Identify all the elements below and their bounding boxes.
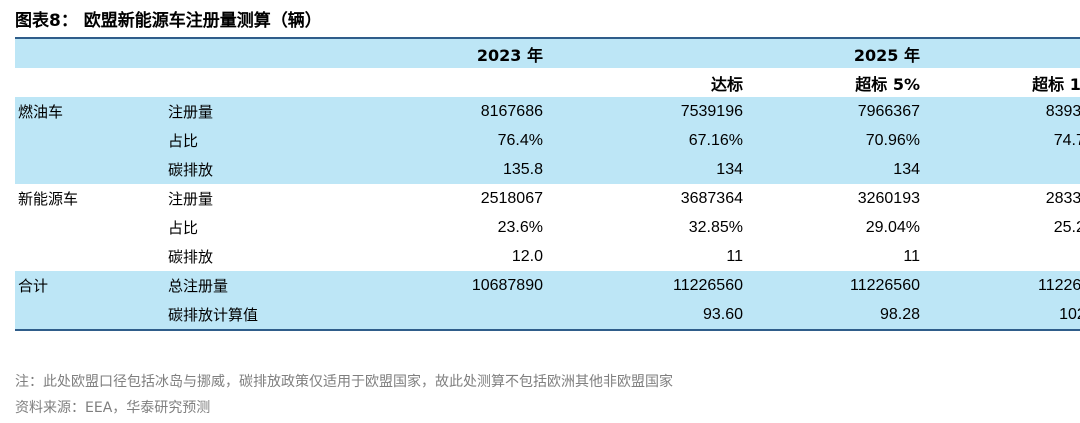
cell-value: 67.16%	[545, 126, 745, 155]
cell-value: 70.96%	[745, 126, 922, 155]
cell-value: 134	[745, 155, 922, 184]
table-row: 碳排放计算值 93.60 98.28 102.96	[15, 300, 1080, 331]
table-title: 图表8： 欧盟新能源车注册量测算（辆）	[15, 11, 322, 31]
cell-value: 76.4%	[380, 126, 545, 155]
cell-value: 93.60	[545, 300, 745, 331]
cell-value: 134	[922, 155, 1080, 184]
cell-value: 3260193	[745, 184, 922, 213]
title-divider	[15, 37, 1080, 39]
header-row-scenarios: 达标 超标 5% 超标 10%	[15, 68, 1080, 97]
table-row: 占比 76.4% 67.16% 70.96% 74.77%	[15, 126, 1080, 155]
source-note: 资料来源：EEA，华泰研究预测	[15, 400, 211, 416]
header-empty-cell	[165, 39, 380, 68]
header-row-years: 2023 年 2025 年	[15, 39, 1080, 68]
table-note: 注：此处欧盟口径包括冰岛与挪威，碳排放政策仅适用于欧盟国家，故此处测算不包括欧洲…	[15, 374, 673, 390]
cell-value: 11226560	[545, 271, 745, 300]
cell-value: 11226560	[922, 271, 1080, 300]
cell-value: 3687364	[545, 184, 745, 213]
cell-value	[380, 300, 545, 331]
metric-label: 注册量	[165, 184, 380, 213]
cell-value: 11	[745, 242, 922, 271]
registration-table: 2023 年 2025 年 达标 超标 5% 超标 10% 燃油车 注册量 81…	[15, 39, 1080, 331]
header-2025: 2025 年	[745, 39, 922, 68]
metric-label: 碳排放	[165, 242, 380, 271]
header-over-10: 超标 10%	[922, 68, 1080, 97]
cell-value: 74.77%	[922, 126, 1080, 155]
table-row: 碳排放 135.8 134 134 134	[15, 155, 1080, 184]
header-empty-cell	[15, 39, 165, 68]
group-label-nev: 新能源车	[15, 184, 165, 213]
cell-value: 7966367	[745, 97, 922, 126]
cell-value: 32.85%	[545, 213, 745, 242]
header-empty-cell	[922, 39, 1080, 68]
table-row: 占比 23.6% 32.85% 29.04% 25.24%	[15, 213, 1080, 242]
header-empty-cell	[545, 39, 745, 68]
cell-value: 135.8	[380, 155, 545, 184]
cell-value: 8393537	[922, 97, 1080, 126]
cell-value: 98.28	[745, 300, 922, 331]
cell-value: 102.96	[922, 300, 1080, 331]
table-row: 燃油车 注册量 8167686 7539196 7966367 8393537	[15, 97, 1080, 126]
metric-label: 占比	[165, 213, 380, 242]
cell-value: 10687890	[380, 271, 545, 300]
metric-label: 碳排放	[165, 155, 380, 184]
cell-value: 7539196	[545, 97, 745, 126]
header-compliant: 达标	[545, 68, 745, 97]
cell-value: 2518067	[380, 184, 545, 213]
cell-value: 11	[922, 242, 1080, 271]
cell-value: 12.0	[380, 242, 545, 271]
cell-value: 11	[545, 242, 745, 271]
metric-label: 注册量	[165, 97, 380, 126]
table-row: 合计 总注册量 10687890 11226560 11226560 11226…	[15, 271, 1080, 300]
group-label-total: 合计	[15, 271, 165, 300]
cell-value: 23.6%	[380, 213, 545, 242]
header-over-5: 超标 5%	[745, 68, 922, 97]
cell-value: 11226560	[745, 271, 922, 300]
cell-value: 25.24%	[922, 213, 1080, 242]
cell-value: 8167686	[380, 97, 545, 126]
header-2023: 2023 年	[380, 39, 545, 68]
cell-value: 29.04%	[745, 213, 922, 242]
metric-label: 占比	[165, 126, 380, 155]
cell-value: 134	[545, 155, 745, 184]
metric-label: 总注册量	[165, 271, 380, 300]
group-label-ice: 燃油车	[15, 97, 165, 126]
table-row: 碳排放 12.0 11 11 11	[15, 242, 1080, 271]
metric-label: 碳排放计算值	[165, 300, 380, 331]
cell-value: 2833022	[922, 184, 1080, 213]
table-row: 新能源车 注册量 2518067 3687364 3260193 2833022	[15, 184, 1080, 213]
